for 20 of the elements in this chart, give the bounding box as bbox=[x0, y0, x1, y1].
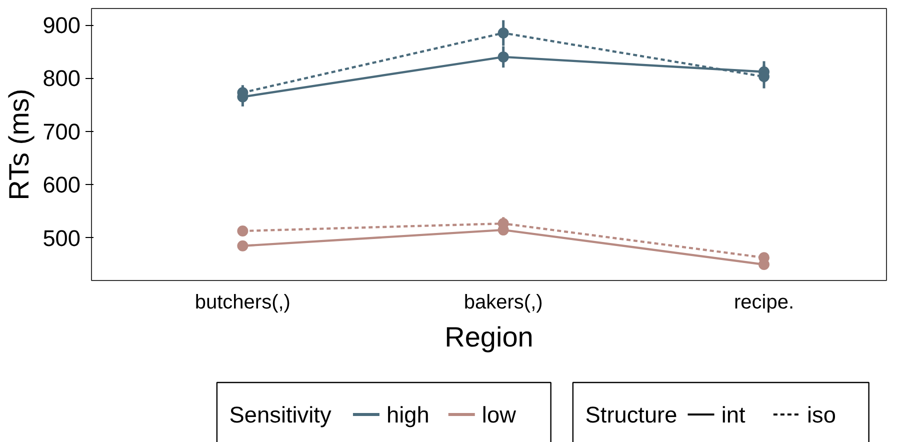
x-axis-title: Region bbox=[444, 322, 534, 352]
x-tick-label: recipe. bbox=[734, 292, 794, 314]
point bbox=[498, 27, 509, 38]
text: Structure bbox=[585, 402, 678, 428]
y-tick-label: 800 bbox=[42, 65, 81, 92]
y-tick-label: 500 bbox=[42, 224, 81, 251]
x-tick-label: bakers(,) bbox=[464, 292, 543, 314]
legend-title: Sensitivity bbox=[229, 402, 332, 428]
y-tick-label: 600 bbox=[42, 172, 81, 198]
y-tick-label: 700 bbox=[42, 118, 81, 144]
text: int bbox=[721, 402, 746, 428]
point bbox=[237, 240, 248, 252]
text: iso bbox=[807, 402, 836, 428]
legend-label: low bbox=[482, 402, 517, 428]
point bbox=[498, 51, 509, 62]
legend-label: high bbox=[386, 402, 430, 428]
y-axis-title: RTs (ms) bbox=[4, 88, 35, 200]
point bbox=[237, 226, 248, 236]
y-tick-label: 900 bbox=[42, 12, 81, 38]
x-tick-label: butchers(,) bbox=[194, 292, 290, 314]
